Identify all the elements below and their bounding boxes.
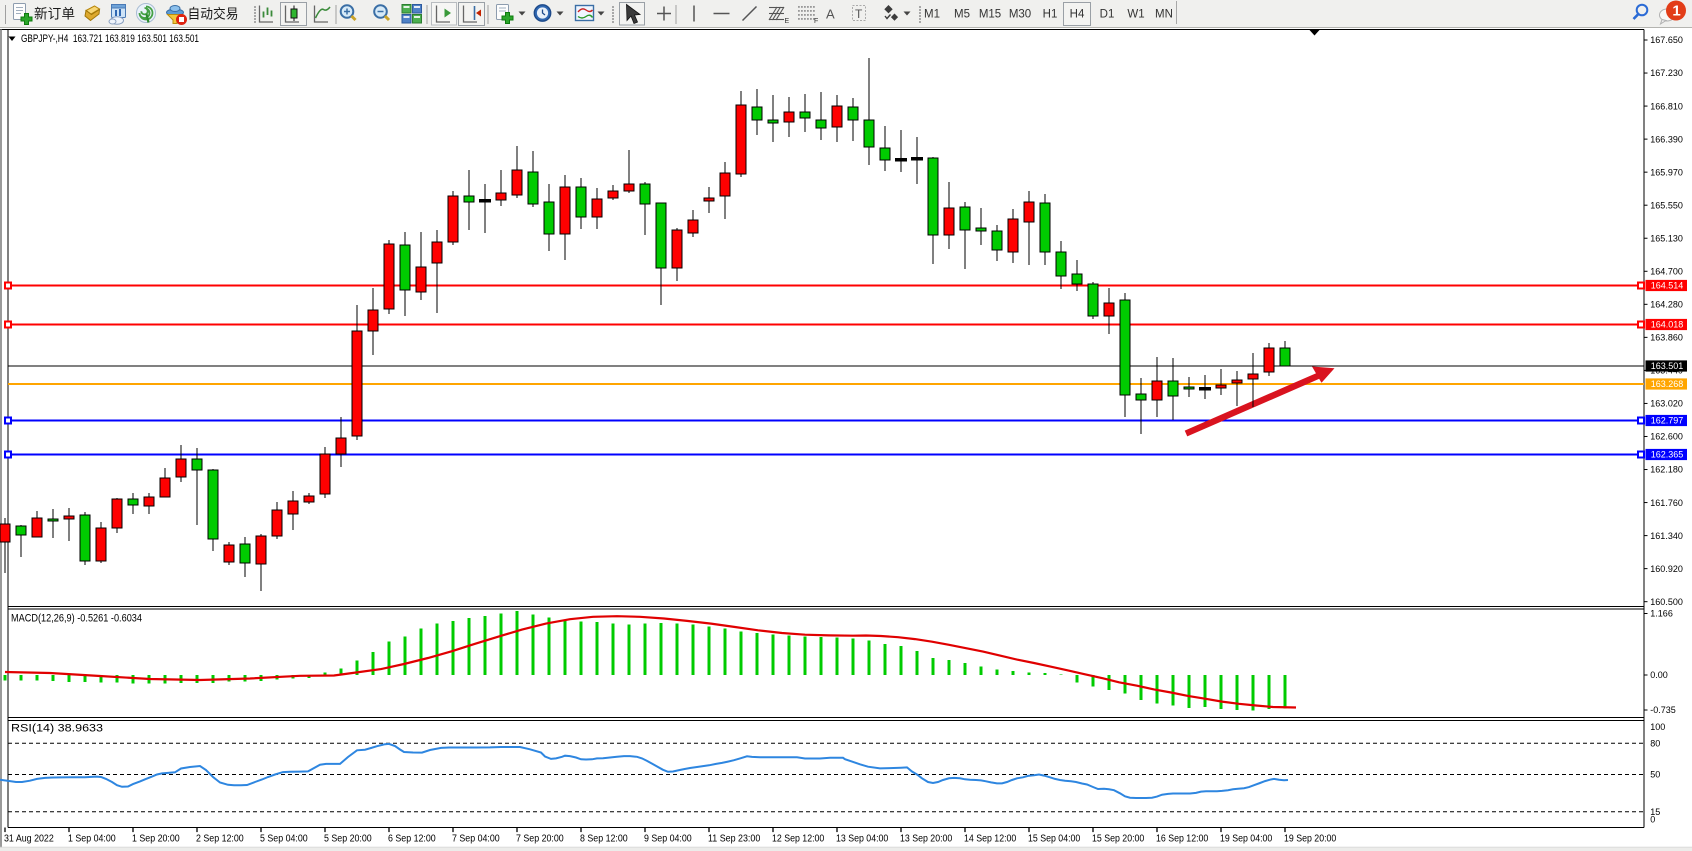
svg-text:-0.735: -0.735 [1650, 705, 1676, 715]
svg-text:12 Sep 12:00: 12 Sep 12:00 [772, 834, 825, 845]
svg-text:164.280: 164.280 [1650, 300, 1683, 310]
svg-text:MN: MN [1155, 9, 1173, 21]
svg-text:RSI(14) 38.9633: RSI(14) 38.9633 [11, 723, 103, 735]
svg-text:H4: H4 [1070, 9, 1085, 21]
svg-text:1: 1 [1672, 3, 1680, 20]
svg-text:164.018: 164.018 [1651, 320, 1684, 330]
svg-text:2 Sep 12:00: 2 Sep 12:00 [196, 834, 244, 845]
svg-text:5 Sep 20:00: 5 Sep 20:00 [324, 834, 372, 845]
svg-text:6 Sep 12:00: 6 Sep 12:00 [388, 834, 436, 845]
svg-text:M15: M15 [979, 9, 1001, 21]
svg-text:7 Sep 20:00: 7 Sep 20:00 [516, 834, 564, 845]
svg-text:162.600: 162.600 [1650, 432, 1683, 442]
svg-text:161.340: 161.340 [1650, 531, 1683, 541]
svg-text:100: 100 [1650, 722, 1665, 732]
svg-text:31 Aug 2022: 31 Aug 2022 [4, 834, 54, 845]
svg-text:165.550: 165.550 [1650, 200, 1683, 210]
svg-text:160.920: 160.920 [1650, 564, 1683, 574]
svg-text:D1: D1 [1100, 9, 1115, 21]
svg-text:自动交易: 自动交易 [188, 6, 239, 22]
svg-text:11 Sep 23:00: 11 Sep 23:00 [708, 834, 761, 845]
svg-text:MACD(12,26,9) -0.5261 -0.6034: MACD(12,26,9) -0.5261 -0.6034 [11, 613, 142, 625]
svg-text:167.650: 167.650 [1650, 35, 1683, 45]
svg-text:165.970: 165.970 [1650, 167, 1683, 177]
svg-text:165.130: 165.130 [1650, 233, 1683, 243]
svg-text:163.860: 163.860 [1650, 333, 1683, 343]
svg-text:GBPJPY-,H4 163.721 163.819 16: GBPJPY-,H4 163.721 163.819 163.501 163.5… [21, 33, 199, 45]
svg-text:162.365: 162.365 [1651, 450, 1684, 460]
svg-text:50: 50 [1650, 770, 1660, 780]
svg-text:167.230: 167.230 [1650, 68, 1683, 78]
svg-text:15 Sep 20:00: 15 Sep 20:00 [1092, 834, 1145, 845]
svg-text:163.020: 163.020 [1650, 399, 1683, 409]
svg-text:13 Sep 20:00: 13 Sep 20:00 [900, 834, 953, 845]
svg-text:162.797: 162.797 [1651, 416, 1684, 426]
svg-text:M30: M30 [1009, 9, 1031, 21]
svg-text:164.514: 164.514 [1651, 281, 1684, 291]
svg-text:163.268: 163.268 [1651, 379, 1684, 389]
svg-text:160.500: 160.500 [1650, 597, 1683, 607]
svg-text:5 Sep 04:00: 5 Sep 04:00 [260, 834, 308, 845]
svg-text:161.760: 161.760 [1650, 498, 1683, 508]
svg-text:F: F [814, 18, 818, 25]
svg-text:新订单: 新订单 [34, 7, 75, 22]
svg-text:9 Sep 04:00: 9 Sep 04:00 [644, 834, 692, 845]
svg-text:19 Sep 04:00: 19 Sep 04:00 [1220, 834, 1273, 845]
svg-text:163.501: 163.501 [1651, 361, 1684, 371]
svg-text:0: 0 [1650, 815, 1655, 825]
svg-text:7 Sep 04:00: 7 Sep 04:00 [452, 834, 500, 845]
svg-text:166.390: 166.390 [1650, 134, 1683, 144]
svg-text:164.700: 164.700 [1650, 266, 1683, 276]
svg-text:H1: H1 [1043, 9, 1058, 21]
svg-text:162.180: 162.180 [1650, 465, 1683, 475]
svg-text:13 Sep 04:00: 13 Sep 04:00 [836, 834, 889, 845]
svg-text:A: A [826, 7, 835, 22]
svg-text:16 Sep 12:00: 16 Sep 12:00 [1156, 834, 1209, 845]
svg-text:15: 15 [1650, 807, 1660, 817]
svg-text:W1: W1 [1127, 9, 1144, 21]
svg-text:80: 80 [1650, 738, 1660, 748]
svg-text:0.00: 0.00 [1650, 670, 1668, 680]
svg-text:166.810: 166.810 [1650, 101, 1683, 111]
svg-text:M5: M5 [954, 9, 970, 21]
svg-text:8 Sep 12:00: 8 Sep 12:00 [580, 834, 628, 845]
svg-text:T: T [855, 7, 863, 21]
svg-text:19 Sep 20:00: 19 Sep 20:00 [1284, 834, 1337, 845]
svg-text:1.166: 1.166 [1650, 609, 1673, 619]
svg-text:1 Sep 20:00: 1 Sep 20:00 [132, 834, 180, 845]
svg-text:1 Sep 04:00: 1 Sep 04:00 [68, 834, 116, 845]
svg-text:E: E [785, 18, 790, 25]
svg-text:14 Sep 12:00: 14 Sep 12:00 [964, 834, 1017, 845]
svg-text:M1: M1 [924, 9, 940, 21]
svg-text:15 Sep 04:00: 15 Sep 04:00 [1028, 834, 1081, 845]
